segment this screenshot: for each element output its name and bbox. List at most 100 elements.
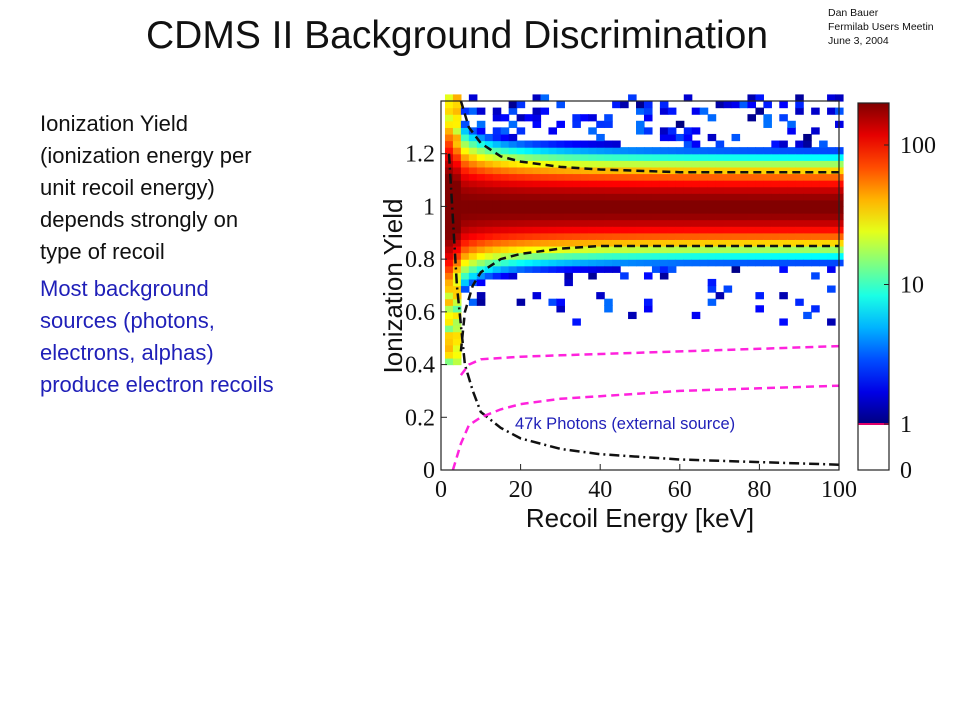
heatmap-cell	[707, 298, 717, 306]
heatmap-cell	[811, 252, 820, 260]
heatmap-cell	[707, 252, 717, 260]
heatmap-cell	[643, 193, 653, 201]
heatmap-cell	[731, 252, 741, 260]
heatmap-cell	[643, 180, 653, 188]
heatmap-cell	[492, 147, 502, 155]
heatmap-cell	[723, 213, 733, 221]
heatmap-cell	[452, 186, 462, 194]
heatmap-cell	[747, 160, 757, 168]
heatmap-cell	[556, 239, 565, 247]
heatmap-cell	[739, 245, 749, 254]
heatmap-cell	[739, 199, 749, 208]
heatmap-cell	[444, 318, 454, 326]
heatmap-cell	[803, 245, 812, 254]
heatmap-cell	[651, 193, 661, 201]
colorbar-frame	[857, 102, 890, 471]
heatmap-cell	[628, 166, 637, 175]
heatmap-cell	[628, 193, 637, 201]
heatmap-cell	[444, 305, 454, 313]
heatmap-cell	[723, 239, 733, 247]
heatmap-cell	[667, 133, 677, 142]
heatmap-cell	[636, 239, 645, 247]
heatmap-cell	[444, 338, 454, 346]
heatmap-cell	[596, 219, 605, 227]
text-line: (ionization energy per	[40, 143, 252, 168]
heatmap-cell	[532, 259, 542, 267]
heatmap-cell	[452, 193, 462, 201]
heatmap-cell	[747, 114, 757, 122]
heatmap-cell	[604, 245, 613, 254]
heatmap-cell	[580, 153, 589, 161]
heatmap-cell	[500, 226, 510, 234]
heatmap-cell	[699, 219, 709, 227]
heatmap-cell	[532, 213, 542, 221]
heatmap-cell	[787, 127, 796, 135]
heatmap-cell	[763, 120, 772, 128]
heatmap-cell	[620, 226, 629, 234]
heatmap-cell	[444, 226, 454, 234]
heatmap-cell	[548, 193, 558, 201]
heatmap-cell	[596, 180, 605, 188]
heatmap-cell	[484, 133, 494, 142]
heatmap-cell	[508, 120, 518, 128]
heatmap-cell	[516, 226, 526, 234]
heatmap-cell	[715, 239, 725, 247]
heatmap-cell	[596, 147, 605, 155]
heatmap-cell	[492, 259, 502, 267]
heatmap-cell	[588, 140, 597, 148]
heatmap-cell	[667, 226, 677, 234]
heatmap-cell	[492, 199, 502, 208]
heatmap-cell	[771, 180, 780, 188]
heatmap-cell	[675, 199, 685, 208]
heatmap-cell	[659, 219, 669, 227]
heatmap-cell	[827, 153, 836, 161]
heatmap-cell	[643, 232, 653, 240]
heatmap-cell	[811, 153, 820, 161]
heatmap-cell	[484, 272, 494, 280]
heatmap-cell	[643, 206, 653, 214]
text-line: depends strongly on	[40, 207, 239, 232]
heatmap-cell	[444, 101, 454, 109]
heatmap-cell	[460, 120, 470, 128]
heatmap-cell	[811, 107, 820, 115]
heatmap-cell	[628, 226, 637, 234]
heatmap-cell	[572, 245, 581, 254]
heatmap-cell	[524, 186, 534, 194]
heatmap-cell	[532, 252, 542, 260]
heatmap-cell	[771, 186, 780, 194]
heatmap-cell	[468, 278, 478, 287]
heatmap-cell	[755, 259, 764, 267]
heatmap-cell	[715, 166, 725, 175]
heatmap-cell	[675, 186, 685, 194]
heatmap-cell	[691, 226, 701, 234]
heatmap-cell	[444, 325, 454, 333]
heatmap-cell	[636, 120, 645, 128]
heatmap-cell	[771, 199, 780, 208]
heatmap-cell	[604, 180, 613, 188]
heatmap-cell	[612, 160, 621, 168]
heatmap-cell	[620, 239, 629, 247]
heatmap-cell	[604, 186, 613, 194]
heatmap-cell	[444, 133, 454, 142]
heatmap-cell	[659, 239, 669, 247]
heatmap-cell	[651, 199, 661, 208]
heatmap-cell	[659, 206, 669, 214]
heatmap-cell	[763, 213, 772, 221]
heatmap-cell	[771, 173, 780, 181]
heatmap-cell	[628, 160, 637, 168]
heatmap-cell	[596, 213, 605, 221]
heatmap-cell	[699, 180, 709, 188]
heatmap-cell	[564, 232, 573, 240]
heatmap-cell	[548, 213, 558, 221]
heatmap-cell	[691, 153, 701, 161]
text-line: Ionization Yield	[40, 111, 188, 136]
heatmap-cell	[588, 114, 597, 122]
heatmap-cell	[755, 305, 764, 313]
heatmap-cell	[747, 245, 757, 254]
heatmap-cell	[460, 133, 470, 142]
heatmap-cell	[524, 199, 534, 208]
heatmap-cell	[548, 140, 558, 148]
heatmap-cell	[476, 140, 486, 148]
heatmap-cell	[484, 226, 494, 234]
heatmap-cell	[468, 199, 478, 208]
